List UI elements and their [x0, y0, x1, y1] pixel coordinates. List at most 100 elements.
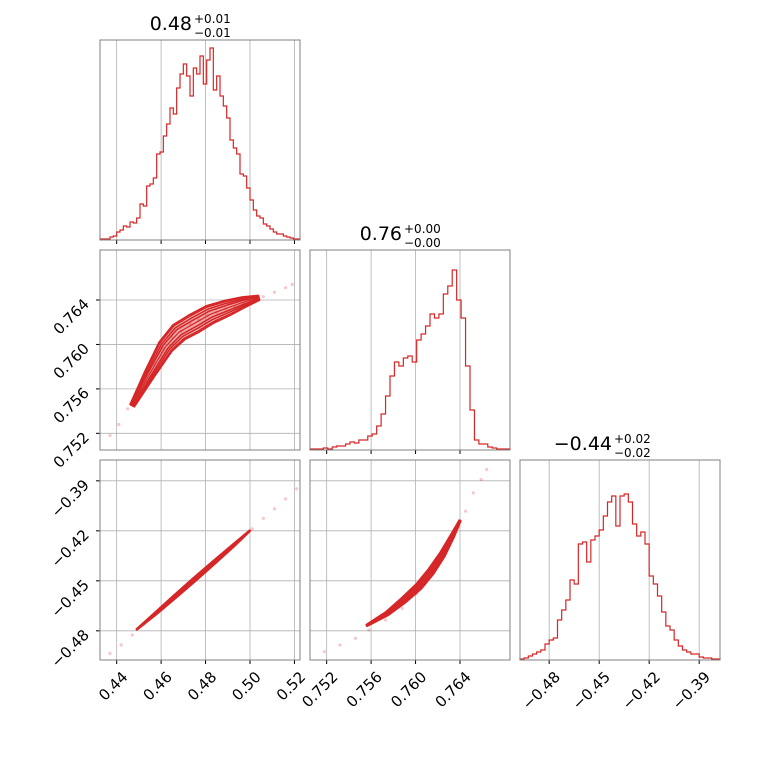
histogram-bin [608, 502, 612, 660]
histogram-bin [263, 224, 266, 240]
histogram-bin [180, 74, 183, 240]
histogram-bin [653, 584, 657, 660]
histogram-bin [466, 366, 470, 450]
tick-label-x: −0.45 [569, 668, 614, 713]
histogram-bin [683, 650, 687, 660]
histogram-bin [267, 226, 270, 240]
histogram-bin [399, 366, 403, 450]
tick-label-x: 0.50 [228, 668, 264, 704]
histogram-bin [213, 90, 216, 240]
histogram-bin [624, 494, 628, 660]
title-value: 0.48 [150, 13, 192, 35]
histogram-bin [599, 530, 603, 660]
histogram-bin [153, 178, 156, 240]
histogram-bin [545, 644, 549, 660]
sample-point [295, 487, 299, 491]
histogram-bin [448, 286, 452, 450]
histogram-panel-0 [99, 40, 301, 244]
sample-point [485, 467, 489, 472]
tick-label-x: 0.44 [95, 668, 131, 704]
histogram-bin [381, 414, 385, 450]
histogram-bin [583, 542, 587, 660]
contour-level [365, 519, 462, 627]
contour-level [130, 296, 260, 407]
histogram-bin [483, 444, 487, 450]
histogram-bin [173, 114, 176, 240]
sample-point [283, 286, 288, 290]
histogram-bin [578, 544, 582, 660]
sample-point [108, 433, 112, 438]
histogram-bin [434, 318, 438, 450]
histogram-bin [633, 524, 637, 660]
histogram-bin [240, 174, 243, 240]
histogram-bin [130, 222, 133, 240]
histogram-bin [243, 176, 246, 240]
histogram-panel-2 [519, 460, 721, 664]
tick-label-x: 0.752 [298, 668, 341, 711]
histogram-bin [117, 232, 120, 240]
histogram-bin [140, 204, 143, 240]
title-plus: +0.00 [404, 222, 441, 236]
histogram-bin [645, 544, 649, 660]
histogram-bin [403, 358, 407, 450]
histogram-bin [143, 206, 146, 240]
histogram-bin [283, 236, 286, 240]
histogram-bin [183, 64, 186, 240]
histogram-bin [270, 229, 273, 240]
histogram-bin [558, 620, 562, 660]
tick-label-x: −0.42 [619, 668, 664, 713]
title-minus: −0.00 [404, 236, 441, 250]
histogram-bin [620, 496, 624, 660]
histogram-bin [537, 652, 541, 660]
sample-point [383, 618, 388, 622]
histogram-bin [461, 318, 465, 450]
histogram-bin [695, 654, 699, 660]
histogram-bin [474, 440, 478, 450]
histogram-bin [250, 200, 253, 240]
contour-ridge [366, 520, 461, 627]
histogram-bin [452, 270, 456, 450]
histogram-bin [157, 154, 160, 240]
histogram-bin [674, 640, 678, 660]
tick-label-y: 0.760 [50, 340, 93, 383]
histogram-bin [670, 630, 674, 660]
panel-frame [99, 39, 301, 241]
histogram-bin [200, 56, 203, 240]
sample-point [108, 651, 112, 655]
histogram-bin [363, 440, 367, 450]
histogram-bin [443, 294, 447, 450]
histogram-step-line [309, 269, 511, 450]
panel-frame [309, 459, 511, 661]
histogram-bin [662, 612, 666, 660]
histogram-bin [113, 236, 116, 240]
title-value: −0.44 [554, 433, 612, 455]
histogram-bin [641, 532, 645, 660]
histogram-bin [227, 118, 230, 240]
tick-label-x: 0.756 [343, 668, 386, 711]
histogram-bin [666, 626, 670, 660]
histogram-bin [430, 314, 434, 450]
sample-point [272, 290, 277, 294]
histogram-bin [479, 444, 483, 450]
histogram-bin [163, 136, 166, 240]
histogram-bin [390, 376, 394, 450]
histogram-bin [260, 218, 263, 240]
panel-frame [99, 459, 301, 661]
tick-label-y: −0.45 [48, 576, 93, 621]
histogram-step-line [519, 493, 721, 660]
sample-point [119, 643, 123, 647]
histogram-bin [541, 650, 545, 660]
histogram-bin [203, 84, 206, 240]
sample-point [130, 633, 134, 637]
histogram-bin [177, 88, 180, 240]
histogram-bin [368, 436, 372, 450]
histogram-bin [408, 356, 412, 450]
sample-point [250, 527, 254, 531]
histogram-bin [372, 434, 376, 450]
density-layer [108, 487, 299, 655]
histogram-bin [210, 48, 213, 240]
histogram-bin [439, 314, 443, 450]
histogram-bin [678, 646, 682, 660]
histogram-step-line [99, 47, 301, 240]
